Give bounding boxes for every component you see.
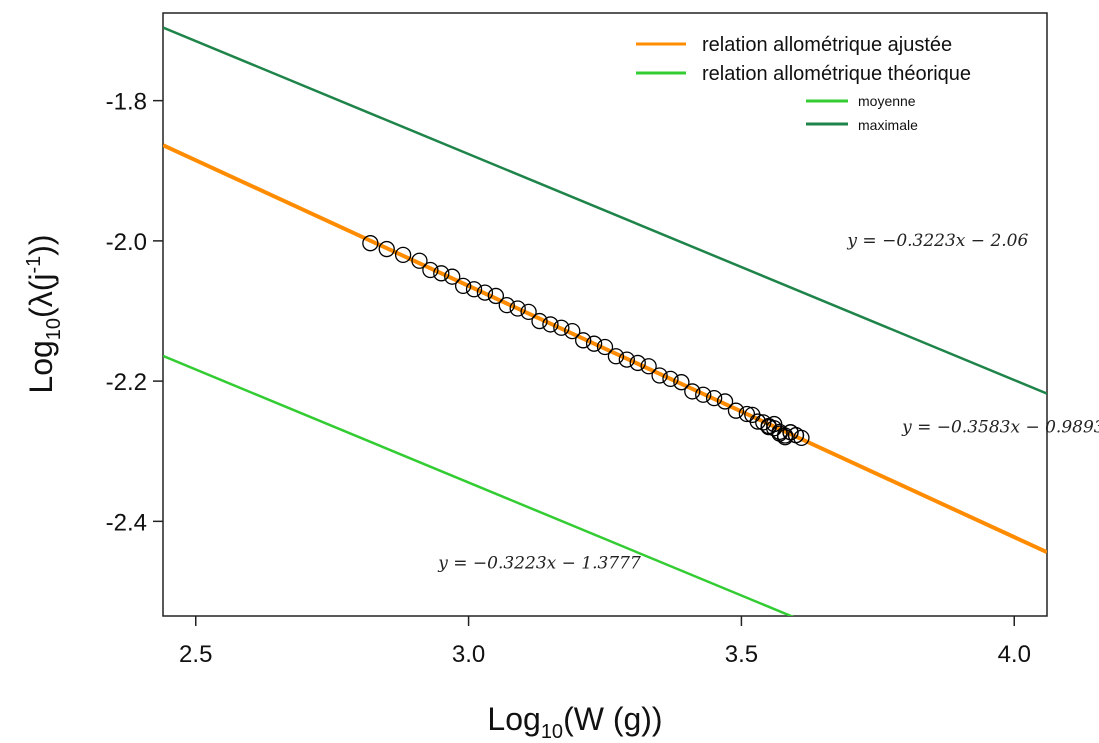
data-point <box>695 386 712 403</box>
data-point <box>629 354 646 372</box>
legend-label-mean: moyenne <box>858 93 916 109</box>
fit-line-0 <box>163 143 1047 555</box>
fit-line-1 <box>163 26 1047 395</box>
data-point <box>454 277 472 295</box>
equation-label-0: y = −0.3223x − 2.06 <box>846 231 1028 251</box>
data-point <box>394 246 412 264</box>
data-point <box>564 322 581 340</box>
data-point <box>640 358 657 375</box>
data-point <box>531 312 548 330</box>
x-tick-label: 3.5 <box>725 641 758 668</box>
data-point <box>444 268 461 285</box>
data-point <box>738 405 756 423</box>
y-axis-title: Log10(λ(j-1)) <box>23 234 65 393</box>
data-point <box>716 393 734 410</box>
data-point <box>476 284 494 301</box>
data-point <box>487 287 505 305</box>
data-point <box>433 265 450 282</box>
data-point <box>662 370 679 387</box>
equation-label-1: y = −0.3583x − 0.9893 <box>901 417 1099 437</box>
data-point <box>607 348 625 365</box>
data-point <box>618 351 635 368</box>
y-axis: -1.8 -2.0 -2.2 -2.4 <box>106 89 163 536</box>
y-tick-label: -2.2 <box>106 369 147 396</box>
data-point <box>776 429 794 446</box>
data-point <box>749 413 766 430</box>
data-point <box>705 389 723 407</box>
x-tick-label: 3.0 <box>452 641 485 668</box>
data-point <box>787 426 805 444</box>
data-point <box>465 281 483 298</box>
data-point <box>520 303 537 320</box>
x-axis-title: Log10(W (g)) <box>487 701 662 743</box>
equation-label-2: y = −0.3223x − 1.3777 <box>437 553 641 573</box>
data-point <box>596 338 614 356</box>
legend: relation allométrique ajustée relation a… <box>636 34 971 133</box>
data-point <box>684 383 701 400</box>
plot-frame <box>162 12 1048 617</box>
equation-annotations: y = −0.3223x − 2.06 y = −0.3583x − 0.9893… <box>437 231 1099 574</box>
x-axis: 2.5 3.0 3.5 4.0 <box>179 616 1031 668</box>
y-tick-label: -2.0 <box>106 229 147 256</box>
fit-lines-layer <box>163 26 1047 616</box>
x-tick-label: 2.5 <box>179 641 212 668</box>
data-point <box>362 235 379 252</box>
data-point <box>771 425 788 442</box>
data-points-layer <box>362 235 810 447</box>
data-point <box>422 261 439 279</box>
legend-label-max: maximale <box>858 117 918 133</box>
data-point <box>755 414 772 431</box>
y-tick-label: -1.8 <box>106 89 147 116</box>
data-point <box>651 367 668 384</box>
data-point <box>585 335 603 352</box>
data-point <box>766 415 783 433</box>
data-point <box>378 240 395 258</box>
x-tick-label: 4.0 <box>998 641 1031 668</box>
data-point <box>553 319 570 336</box>
data-point <box>575 332 592 349</box>
data-point <box>498 297 515 314</box>
data-point <box>673 374 690 391</box>
legend-label-theoretical: relation allométrique théorique <box>702 63 971 85</box>
data-point <box>542 316 559 333</box>
data-point <box>411 252 428 269</box>
data-point <box>727 402 745 419</box>
legend-label-fitted: relation allométrique ajustée <box>702 34 952 56</box>
fit-line-2 <box>163 354 795 616</box>
data-point <box>509 300 526 317</box>
y-tick-label: -2.4 <box>106 509 147 536</box>
